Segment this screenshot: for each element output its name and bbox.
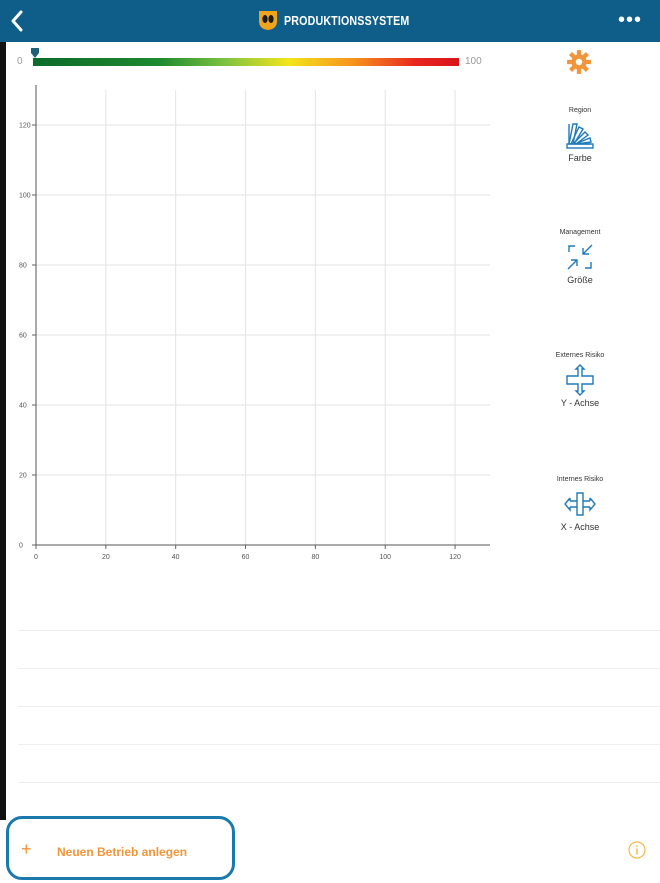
resize-icon <box>567 244 593 270</box>
chart-tick-labels: 0 20 40 60 80 100 120 0 20 40 60 80 100 120 <box>19 123 461 562</box>
tool-bottom-label: X - Achse <box>560 522 600 532</box>
tool-size-management[interactable]: Management Größe <box>540 228 620 285</box>
tool-bottom-label: Größe <box>567 275 593 285</box>
tool-top-label: Region <box>568 107 592 114</box>
y-tick-label: 60 <box>19 333 27 340</box>
more-options-button[interactable]: ••• <box>618 9 643 31</box>
left-edge <box>0 0 6 883</box>
x-tick-label: 40 <box>172 554 180 561</box>
scatter-chart[interactable]: 0 20 40 60 80 100 120 0 20 40 60 80 100 120 <box>0 80 510 580</box>
scale-min-label: 0 <box>17 56 23 67</box>
list-divider <box>18 782 660 783</box>
x-tick-label: 100 <box>379 554 391 561</box>
tool-x-axis[interactable]: Internes Risiko X - Achse <box>540 475 620 532</box>
list-divider <box>18 706 660 707</box>
x-tick-label: 60 <box>242 554 250 561</box>
tool-color-region[interactable]: Region Farbe <box>540 106 620 163</box>
header-bar: PRODUKTIONSSYSTEM ••• <box>0 0 660 42</box>
y-tick-label: 0 <box>19 543 23 550</box>
x-tick-label: 0 <box>34 554 38 561</box>
gear-icon <box>567 50 591 74</box>
y-tick-label: 40 <box>19 403 27 410</box>
chart-axes <box>32 85 490 549</box>
tool-top-label: Management <box>559 229 601 236</box>
logo-icon <box>259 11 277 30</box>
settings-button[interactable] <box>566 49 592 75</box>
x-tick-label: 80 <box>311 554 319 561</box>
tool-bottom-label: Y - Achse <box>560 398 600 408</box>
risk-gradient-bar[interactable] <box>33 58 459 66</box>
page-title: PRODUKTIONSSYSTEM <box>284 13 410 28</box>
y-tick-label: 80 <box>19 263 27 270</box>
add-company-label: Neuen Betrieb anlegen <box>57 845 188 859</box>
list-divider <box>18 630 660 631</box>
y-tick-label: 120 <box>19 123 31 130</box>
x-tick-label: 120 <box>449 554 461 561</box>
slider-handle-icon[interactable] <box>30 48 40 58</box>
info-icon <box>628 841 646 859</box>
y-tick-label: 100 <box>19 193 31 200</box>
x-tick-label: 20 <box>102 554 110 561</box>
tool-top-label: Internes Risiko <box>556 476 604 483</box>
y-tick-label: 20 <box>19 473 27 480</box>
vertical-axis-icon <box>566 364 594 396</box>
list-divider <box>18 668 660 669</box>
info-button[interactable] <box>628 841 646 859</box>
back-button[interactable] <box>10 6 34 36</box>
bottom-toolbar <box>0 820 660 883</box>
list-divider <box>18 744 660 745</box>
add-company-button[interactable]: + Neuen Betrieb anlegen <box>6 816 235 880</box>
tool-bottom-label: Farbe <box>568 153 592 163</box>
scale-max-label: 100 <box>465 56 482 67</box>
color-fan-icon <box>566 123 594 149</box>
plus-icon: + <box>21 839 32 859</box>
chevron-left-icon <box>11 10 23 32</box>
chart-grid <box>36 90 490 545</box>
tool-top-label: Externes Risiko <box>555 352 605 359</box>
horizontal-axis-icon <box>564 492 596 516</box>
tool-y-axis[interactable]: Externes Risiko Y - Achse <box>540 351 620 408</box>
